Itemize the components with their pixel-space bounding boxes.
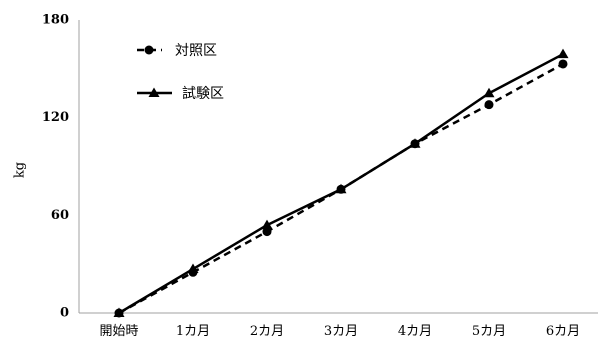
data-point-triangle bbox=[113, 307, 125, 317]
x-tick-label: 5カ月 bbox=[472, 324, 506, 339]
y-tick-labels: 0 60 120 180 bbox=[42, 13, 69, 321]
legend-item-test: 試験区 bbox=[137, 86, 224, 102]
data-point-circle bbox=[262, 227, 272, 237]
data-point-triangle bbox=[409, 138, 421, 148]
x-tick-label: 2カ月 bbox=[250, 324, 284, 339]
legend-swatch-test-marker bbox=[148, 87, 160, 97]
x-tick-label: 6カ月 bbox=[546, 324, 580, 339]
data-point-circle bbox=[484, 100, 494, 110]
legend: 対照区 試験区 bbox=[137, 43, 224, 102]
data-point-triangle bbox=[557, 48, 569, 59]
x-tick-label: 開始時 bbox=[99, 324, 138, 339]
legend-label-control: 対照区 bbox=[175, 43, 217, 59]
x-tick-label: 1カ月 bbox=[176, 324, 210, 339]
x-tick-labels: 開始時 1カ月 2カ月 3カ月 4カ月 5カ月 6カ月 bbox=[99, 324, 580, 339]
legend-item-control: 対照区 bbox=[137, 43, 217, 59]
data-point-circle bbox=[558, 59, 568, 69]
y-tick-label: 60 bbox=[51, 208, 69, 223]
x-tick-label: 3カ月 bbox=[324, 324, 358, 339]
y-axis-title: kg bbox=[13, 162, 28, 178]
y-tick-label: 0 bbox=[60, 306, 69, 321]
legend-swatch-control-marker bbox=[144, 45, 154, 55]
chart-axes bbox=[78, 20, 598, 314]
x-tick-label: 4カ月 bbox=[398, 324, 432, 339]
data-point-triangle bbox=[335, 183, 347, 194]
data-point-triangle bbox=[187, 263, 199, 274]
y-tick-label: 120 bbox=[42, 110, 69, 125]
data-point-triangle bbox=[261, 219, 273, 230]
series-group bbox=[113, 48, 569, 318]
y-tick-label: 180 bbox=[42, 13, 69, 28]
legend-label-test: 試験区 bbox=[182, 86, 224, 102]
data-point-triangle bbox=[483, 87, 495, 98]
